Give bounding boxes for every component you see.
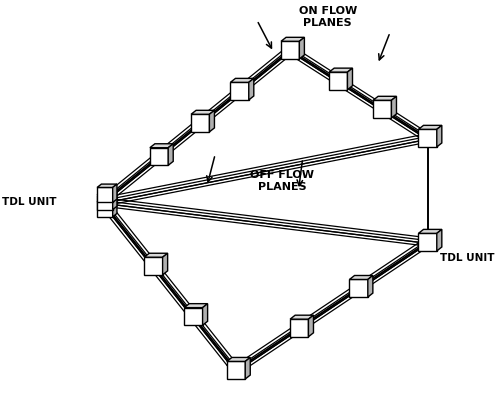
Polygon shape — [112, 199, 117, 217]
Polygon shape — [308, 315, 314, 337]
Polygon shape — [97, 195, 112, 210]
Polygon shape — [191, 114, 210, 132]
Polygon shape — [162, 253, 168, 275]
Polygon shape — [97, 191, 117, 195]
Polygon shape — [329, 72, 347, 90]
Polygon shape — [230, 82, 249, 100]
Polygon shape — [112, 191, 117, 210]
Polygon shape — [373, 100, 392, 118]
Polygon shape — [368, 275, 373, 297]
Polygon shape — [150, 148, 168, 165]
Text: OFF FLOW
PLANES: OFF FLOW PLANES — [250, 170, 314, 192]
Polygon shape — [281, 41, 299, 59]
Polygon shape — [418, 129, 437, 147]
Polygon shape — [290, 315, 314, 319]
Polygon shape — [202, 304, 207, 325]
Polygon shape — [112, 184, 117, 202]
Polygon shape — [245, 357, 250, 379]
Polygon shape — [150, 144, 173, 148]
Polygon shape — [300, 37, 304, 59]
Text: TDL UNIT: TDL UNIT — [440, 253, 494, 263]
Polygon shape — [227, 361, 245, 379]
Polygon shape — [437, 126, 442, 147]
Text: ON FLOW
PLANES: ON FLOW PLANES — [298, 7, 357, 28]
Polygon shape — [350, 280, 368, 297]
Polygon shape — [418, 126, 442, 129]
Polygon shape — [418, 229, 442, 233]
Polygon shape — [329, 68, 352, 72]
Polygon shape — [97, 184, 117, 188]
Polygon shape — [97, 188, 112, 202]
Polygon shape — [97, 199, 117, 202]
Polygon shape — [281, 37, 304, 41]
Polygon shape — [230, 78, 254, 82]
Polygon shape — [437, 229, 442, 251]
Polygon shape — [191, 110, 214, 114]
Polygon shape — [144, 257, 162, 275]
Polygon shape — [392, 96, 396, 118]
Polygon shape — [210, 110, 214, 132]
Text: TDL UNIT: TDL UNIT — [2, 197, 57, 207]
Polygon shape — [97, 202, 112, 217]
Polygon shape — [418, 233, 437, 251]
Polygon shape — [227, 357, 250, 361]
Polygon shape — [184, 304, 208, 308]
Polygon shape — [249, 78, 254, 100]
Polygon shape — [348, 68, 352, 90]
Polygon shape — [373, 96, 396, 100]
Polygon shape — [184, 308, 202, 325]
Polygon shape — [168, 144, 173, 165]
Polygon shape — [144, 253, 168, 257]
Polygon shape — [290, 319, 308, 337]
Polygon shape — [350, 275, 373, 280]
